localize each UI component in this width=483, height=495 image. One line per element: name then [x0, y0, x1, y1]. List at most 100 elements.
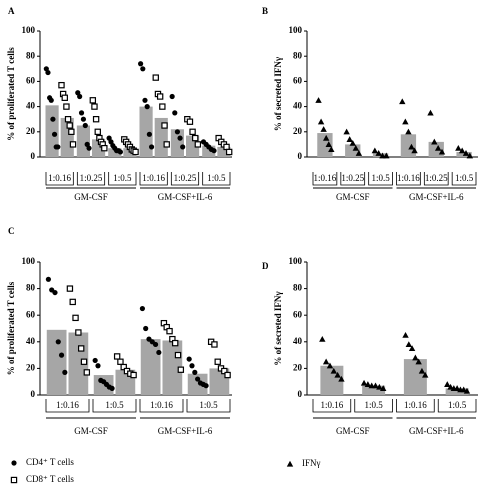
bar	[140, 339, 161, 395]
data-point	[405, 128, 412, 135]
data-point	[174, 351, 182, 359]
data-point	[64, 115, 72, 123]
data-point	[402, 118, 409, 125]
data-point	[189, 363, 195, 369]
data-point	[320, 126, 327, 132]
data-point	[62, 369, 68, 375]
data-point	[159, 103, 166, 110]
y-tick-label: 80	[293, 50, 303, 60]
category-bracket	[108, 172, 137, 186]
data-point	[325, 141, 332, 147]
data-point	[317, 118, 325, 125]
legend-label: IFNγ	[302, 458, 321, 468]
data-point	[221, 367, 228, 375]
category-label: 1:0.5	[455, 173, 474, 183]
data-point	[444, 381, 451, 387]
data-point	[146, 131, 152, 137]
y-tick-label: 20	[293, 362, 303, 372]
bar	[187, 373, 208, 395]
data-point	[399, 98, 406, 105]
data-point	[364, 381, 372, 387]
data-point	[192, 369, 198, 375]
legend-label: CD8⁺ T cells	[26, 474, 74, 484]
data-point	[460, 386, 467, 393]
data-point	[66, 122, 73, 129]
y-tick-label: 40	[26, 336, 36, 346]
category-label: 1:0.5	[371, 173, 390, 183]
y-axis-label: % of secreted IFNγ	[273, 56, 283, 131]
data-point	[431, 138, 438, 145]
category-bracket	[92, 399, 137, 413]
category-bracket	[312, 399, 352, 413]
data-point	[148, 144, 155, 150]
data-point	[319, 335, 326, 342]
data-point	[77, 93, 83, 100]
data-point	[352, 144, 360, 151]
data-point	[55, 339, 61, 345]
panel-label: B	[262, 6, 268, 16]
data-point	[379, 385, 387, 391]
data-point	[330, 367, 337, 374]
data-point	[51, 131, 58, 137]
data-point	[91, 103, 98, 110]
data-point	[177, 366, 185, 373]
data-point	[172, 110, 178, 116]
y-tick-label: 80	[293, 283, 303, 293]
y-tick-label: 0	[31, 389, 36, 399]
data-point	[186, 356, 192, 362]
data-point	[52, 289, 58, 296]
data-point	[109, 385, 115, 391]
data-point	[117, 149, 123, 155]
data-point	[78, 110, 85, 116]
group-label: GM-CSF+IL-6	[158, 192, 213, 202]
data-point	[462, 150, 470, 156]
y-tick-label: 0	[298, 389, 303, 399]
y-tick-label: 100	[289, 25, 303, 35]
data-point	[58, 81, 65, 89]
data-point	[322, 358, 330, 365]
data-point	[166, 327, 173, 335]
y-tick-label: 100	[289, 256, 303, 266]
data-point	[458, 147, 466, 154]
bar	[209, 368, 230, 395]
data-point	[75, 329, 82, 336]
data-point	[466, 152, 474, 159]
y-tick-label: 60	[26, 309, 36, 319]
category-bracket	[396, 172, 421, 186]
y-tick-label: 100	[22, 256, 36, 266]
data-point	[143, 325, 149, 332]
category-label: 1:0.16	[56, 400, 79, 410]
data-point	[463, 387, 471, 394]
data-point	[383, 152, 390, 159]
data-point	[92, 357, 98, 364]
category-bracket	[354, 399, 393, 413]
category-bracket	[76, 172, 106, 186]
legend-label: CD4⁺ T cells	[26, 457, 74, 467]
data-point	[346, 136, 353, 142]
category-label: 1:0.25	[425, 173, 448, 183]
legend-marker	[286, 460, 294, 467]
data-point	[322, 134, 330, 141]
bar	[46, 329, 67, 395]
category-label: 1:0.25	[341, 173, 364, 183]
data-point	[161, 122, 168, 129]
data-point	[113, 353, 121, 360]
y-axis-label: % of proliferated T cells	[6, 281, 16, 375]
bar	[403, 359, 427, 395]
data-point	[92, 115, 100, 123]
data-point	[427, 109, 434, 116]
data-point	[130, 371, 137, 379]
bar	[217, 146, 231, 157]
bar	[76, 125, 90, 157]
y-tick-label: 60	[26, 75, 36, 85]
data-point	[138, 61, 144, 67]
y-tick-label: 40	[293, 336, 303, 346]
category-bracket	[45, 399, 90, 413]
data-point	[192, 134, 199, 142]
y-axis-label: % of proliferated T cells	[6, 47, 16, 141]
y-tick-label: 60	[293, 75, 303, 85]
data-point	[408, 143, 415, 150]
data-point	[411, 147, 418, 154]
category-label: 1:0.16	[142, 173, 165, 183]
